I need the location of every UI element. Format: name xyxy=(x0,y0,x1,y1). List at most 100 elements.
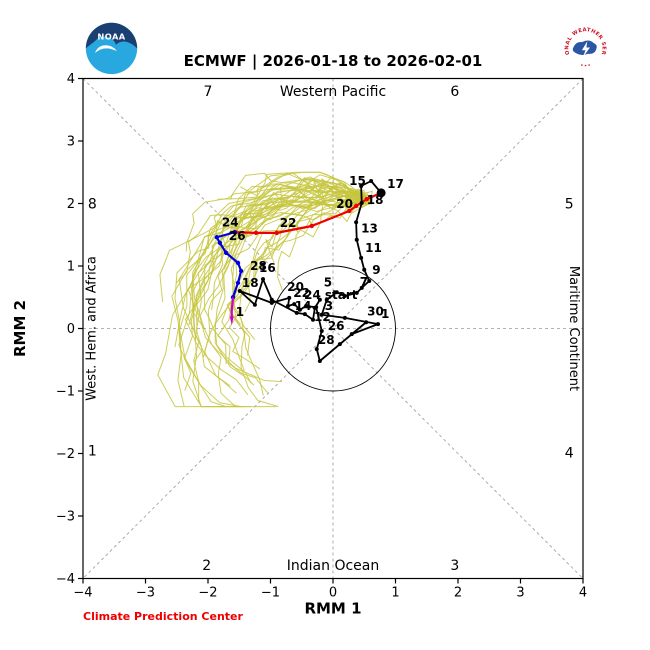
observed-point xyxy=(354,237,359,242)
phase-label-5: 5 xyxy=(565,197,574,213)
observed-point xyxy=(324,297,329,302)
forecast-mean-days-1-7-point xyxy=(253,230,259,236)
day-label-28: 28 xyxy=(318,333,335,347)
observed-point xyxy=(294,310,299,315)
x-tick-label: −3 xyxy=(136,586,155,601)
nws-dot xyxy=(581,64,583,66)
observed-end-point xyxy=(376,188,386,198)
forecast-mean-days-1-7-point xyxy=(364,196,369,202)
day-label-20: 20 xyxy=(287,280,304,294)
phase-label-7: 7 xyxy=(204,84,213,100)
observed-point xyxy=(367,279,372,283)
ensemble-member-line xyxy=(226,195,371,356)
forecast-mean-days-1-7-point xyxy=(353,203,359,209)
dashed-grid-line xyxy=(82,78,584,579)
day-label-26: 26 xyxy=(328,319,345,333)
y-tick-label: −4 xyxy=(56,572,75,587)
observed-point xyxy=(359,255,364,260)
x-tick-label: 4 xyxy=(579,586,587,601)
forecast-trajectories xyxy=(214,190,384,326)
observed-point xyxy=(317,359,322,363)
day-label-1: 1 xyxy=(381,307,389,321)
observed-point xyxy=(337,342,342,347)
day-label-20: 20 xyxy=(336,197,353,211)
observed-trajectory xyxy=(237,179,386,363)
day-label-5: 5 xyxy=(324,275,332,289)
day-label-26: 26 xyxy=(229,229,246,243)
day-label-14: 14 xyxy=(295,299,312,313)
phase-label-6: 6 xyxy=(450,84,459,100)
observed-point xyxy=(342,315,347,320)
day-label-16: 16 xyxy=(259,261,276,275)
observed-point xyxy=(342,294,347,298)
observed-point xyxy=(359,200,364,205)
forecast-mean-final-arrowhead xyxy=(229,316,234,326)
phase-label-2: 2 xyxy=(202,558,211,574)
forecast-mean-final-line xyxy=(230,297,235,320)
unit-circle xyxy=(270,265,396,392)
y-tick-label: −2 xyxy=(56,447,75,462)
day-label-start: start xyxy=(325,288,358,302)
noaa-dark-field xyxy=(85,22,138,49)
weak-mjo-circle xyxy=(270,265,396,392)
forecast-mean-days-1-7-point xyxy=(309,223,314,229)
forecast-mean-days-8-14-point xyxy=(232,230,238,235)
y-tick-label: 3 xyxy=(67,135,75,150)
ensemble-member-line xyxy=(157,177,364,408)
phase-label-indian-ocean: Indian Ocean xyxy=(287,558,379,574)
side-label-maritime-continent: Maritime Continent xyxy=(566,266,581,391)
day-label-18: 18 xyxy=(367,193,384,207)
noaa-bird-icon xyxy=(95,45,117,53)
day-label-24: 24 xyxy=(304,288,321,302)
forecast-mean-days-8-14-point xyxy=(235,280,241,286)
day-label-1: 1 xyxy=(236,305,244,319)
nws-dot xyxy=(584,64,587,67)
day-label-11: 11 xyxy=(365,241,382,255)
forecast-mean-days-8-14-point xyxy=(223,250,229,256)
observed-point xyxy=(359,184,364,188)
observed-point xyxy=(269,297,274,302)
dashed-grid-line xyxy=(82,78,584,579)
phase-label-3: 3 xyxy=(450,558,459,574)
ensemble-member-line xyxy=(223,189,367,270)
observed-point xyxy=(354,290,359,295)
observed-point xyxy=(376,322,380,327)
day-label-17: 17 xyxy=(387,177,404,191)
ensemble-members xyxy=(157,171,373,408)
ensemble-member-line xyxy=(175,183,368,284)
phase-label-western-pacific: Western Pacific xyxy=(280,84,386,100)
ensemble-member-line xyxy=(203,197,368,364)
day-label-15: 15 xyxy=(349,174,366,188)
day-label-12: 12 xyxy=(314,310,331,324)
observed-point xyxy=(297,307,302,312)
phase-label-4: 4 xyxy=(565,445,574,461)
phase-region-labels: 7 Western Pacific 68 51 42 Indian Ocean 3West.… xyxy=(85,84,581,574)
day-label-3: 3 xyxy=(325,299,333,313)
day-label-13: 13 xyxy=(361,221,378,235)
ensemble-member-line xyxy=(193,181,365,363)
observed-point xyxy=(314,347,319,352)
phase-label-1: 1 xyxy=(88,443,97,459)
ensemble-member-line xyxy=(159,193,372,302)
x-axis-title: RMM 1 xyxy=(304,600,361,618)
noaa-logo: NOAA xyxy=(85,22,138,75)
forecast-mean-days-8-14-point xyxy=(238,268,244,274)
observed-point xyxy=(252,302,257,307)
observed-point xyxy=(269,300,274,305)
ensemble-member-line xyxy=(195,196,371,316)
ensemble-member-line xyxy=(199,191,367,383)
x-tick-label: −2 xyxy=(198,586,217,601)
x-tick-label: −4 xyxy=(73,586,92,601)
nws-lightning-icon xyxy=(581,41,590,58)
ensemble-member-line xyxy=(183,187,369,408)
ensemble-member-line xyxy=(177,179,368,407)
forecast-mean-days-8-14-point xyxy=(217,240,223,246)
y-tick-label: −3 xyxy=(56,510,75,525)
chart-title: ECMWF | 2026-01-18 to 2026-02-01 xyxy=(183,52,483,70)
observed-point xyxy=(354,220,359,225)
observed-point xyxy=(287,295,292,300)
